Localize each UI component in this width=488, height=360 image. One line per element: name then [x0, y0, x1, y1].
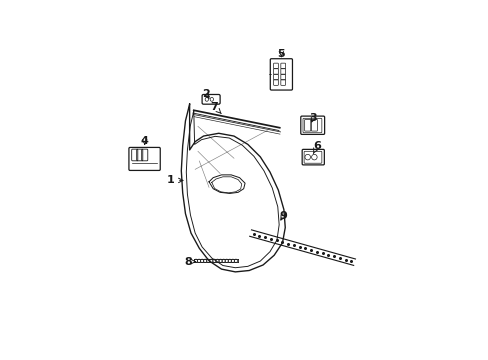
Text: 4: 4: [141, 136, 148, 146]
Text: 9: 9: [279, 211, 286, 221]
Text: 2: 2: [202, 89, 209, 99]
Text: 6: 6: [312, 141, 321, 154]
Text: 5: 5: [277, 49, 285, 59]
Text: 3: 3: [309, 113, 316, 123]
Text: 8: 8: [184, 257, 195, 267]
Text: 1: 1: [166, 175, 183, 185]
Text: 7: 7: [210, 102, 221, 114]
